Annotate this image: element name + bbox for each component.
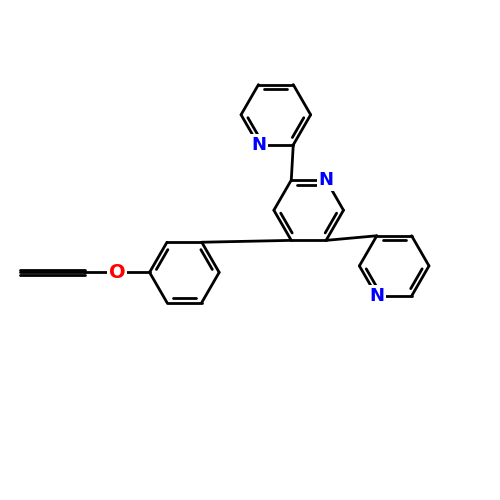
Text: N: N bbox=[251, 136, 266, 154]
Text: N: N bbox=[318, 171, 334, 189]
Text: N: N bbox=[370, 287, 384, 305]
Text: O: O bbox=[109, 263, 126, 282]
